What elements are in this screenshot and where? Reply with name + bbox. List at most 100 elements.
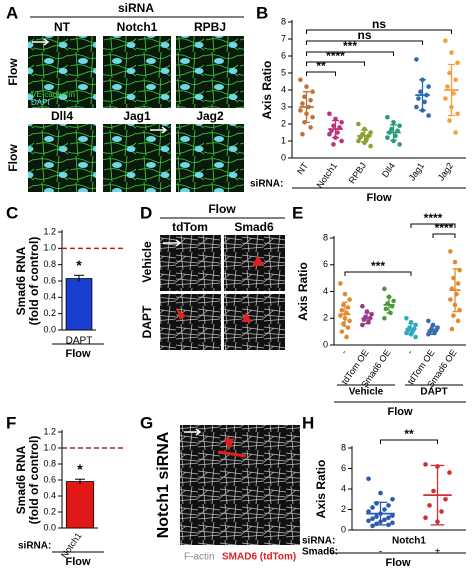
significance: ns bbox=[372, 17, 386, 31]
y-tick-label: 6 bbox=[323, 259, 328, 269]
data-point bbox=[391, 298, 396, 304]
data-point bbox=[360, 303, 365, 309]
data-point bbox=[447, 118, 452, 123]
x-tick-label: Jag1 bbox=[407, 161, 426, 183]
data-point bbox=[452, 259, 458, 265]
panel-title: Notch1 siRNA bbox=[155, 431, 172, 538]
data-point bbox=[331, 142, 336, 147]
x-tick-label: RPBJ bbox=[347, 161, 368, 186]
data-point bbox=[451, 313, 456, 318]
significance-bracket bbox=[306, 51, 394, 56]
group-label: Flow bbox=[387, 406, 412, 418]
panel-letter: H bbox=[302, 413, 314, 432]
group-label: Flow bbox=[65, 556, 90, 568]
stain-label: F-actin bbox=[184, 552, 215, 563]
data-point bbox=[298, 77, 303, 83]
y-tick-label: 2 bbox=[323, 313, 328, 323]
row-label: Flow bbox=[6, 58, 20, 86]
micrograph bbox=[160, 294, 221, 350]
significance: * bbox=[77, 461, 83, 477]
flow-arrow bbox=[150, 126, 168, 134]
column-label: Smad6 bbox=[234, 220, 274, 234]
micrograph bbox=[224, 294, 285, 350]
data-point bbox=[447, 470, 452, 475]
y-axis-label: Smad6 RNA bbox=[14, 445, 28, 514]
significance: ** bbox=[404, 427, 414, 441]
data-point bbox=[327, 111, 332, 117]
data-point bbox=[426, 318, 431, 324]
x-tick-label: - bbox=[405, 348, 415, 356]
y-axis-label: (fold of control) bbox=[27, 436, 41, 525]
data-point bbox=[383, 306, 389, 312]
row-label: siRNA: bbox=[18, 541, 51, 552]
data-point bbox=[382, 315, 387, 321]
data-point bbox=[310, 89, 315, 94]
data-point bbox=[386, 515, 391, 520]
data-point bbox=[378, 490, 383, 496]
data-point bbox=[382, 507, 387, 512]
data-point bbox=[445, 84, 450, 89]
y-tick-label: 4 bbox=[323, 286, 328, 296]
y-tick-label: 8 bbox=[281, 16, 286, 26]
significance-bracket bbox=[380, 439, 438, 444]
y-axis-label: Axis Ratio bbox=[314, 460, 328, 519]
data-point bbox=[385, 114, 390, 120]
y-tick-label: 6 bbox=[281, 50, 286, 60]
y-tick-label: 0.0 bbox=[43, 522, 56, 532]
column-label: Jag1 bbox=[123, 109, 151, 123]
data-point bbox=[443, 496, 448, 502]
data-point bbox=[448, 249, 453, 254]
column-label: NT bbox=[54, 20, 71, 34]
y-tick-label: 8 bbox=[341, 442, 346, 452]
data-point bbox=[431, 488, 436, 494]
flow-arrow bbox=[163, 239, 182, 247]
panel-letter: G bbox=[140, 413, 153, 432]
data-point bbox=[385, 135, 390, 140]
y-tick-label: 4 bbox=[281, 84, 286, 94]
stain-label: DAPI bbox=[31, 98, 50, 107]
data-point bbox=[300, 101, 305, 106]
data-point bbox=[300, 131, 305, 137]
data-point bbox=[339, 307, 345, 313]
data-point bbox=[391, 120, 396, 125]
data-point bbox=[455, 318, 461, 324]
data-point bbox=[342, 291, 348, 297]
stain-label: SMAD6 (tdTom) bbox=[222, 552, 296, 563]
micrograph bbox=[180, 425, 300, 545]
data-point bbox=[448, 297, 453, 302]
y-tick-label: 4 bbox=[341, 483, 346, 493]
micrograph bbox=[28, 124, 96, 192]
y-tick-label: 5 bbox=[281, 67, 286, 77]
y-tick-label: 2 bbox=[281, 118, 286, 128]
micrograph bbox=[28, 36, 96, 108]
data-point bbox=[345, 305, 351, 310]
y-axis-label: Smad6 RNA bbox=[14, 246, 28, 315]
y-tick-label: 0.6 bbox=[43, 275, 56, 285]
data-point bbox=[364, 137, 369, 142]
data-point bbox=[356, 138, 361, 144]
data-point bbox=[304, 84, 309, 89]
x-tick-label: DAPT bbox=[66, 336, 93, 347]
panel-letter: C bbox=[6, 203, 18, 222]
data-point bbox=[416, 96, 421, 101]
row-label: siRNA: bbox=[302, 536, 335, 547]
data-point bbox=[457, 267, 462, 273]
data-point bbox=[404, 330, 409, 336]
significance: ** bbox=[316, 59, 326, 73]
data-point bbox=[344, 334, 349, 340]
data-point bbox=[426, 84, 431, 89]
stain-label: VE-cadherin bbox=[31, 90, 75, 99]
micrograph bbox=[176, 36, 244, 108]
y-tick-label: 2 bbox=[341, 504, 346, 514]
column-label: Notch1 bbox=[117, 20, 158, 34]
data-point bbox=[390, 496, 395, 502]
data-point bbox=[360, 322, 365, 328]
group-label: Flow bbox=[366, 192, 391, 204]
data-point bbox=[393, 133, 398, 139]
column-label: RPBJ bbox=[194, 20, 226, 34]
y-tick-label: 0.2 bbox=[43, 506, 56, 516]
x-tick-label: Jag2 bbox=[436, 161, 455, 183]
data-point bbox=[414, 104, 419, 110]
x-tick-label: Notch1 bbox=[315, 161, 340, 190]
y-tick-label: 8 bbox=[323, 232, 328, 242]
